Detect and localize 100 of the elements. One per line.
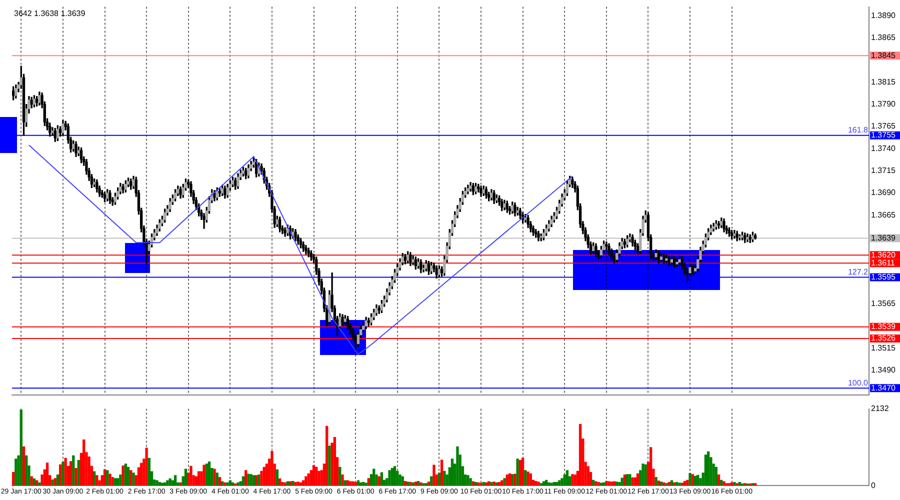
bar bbox=[706, 451, 710, 486]
bar bbox=[252, 475, 256, 486]
bar bbox=[352, 481, 354, 486]
bar bbox=[751, 483, 754, 486]
bar bbox=[72, 455, 75, 486]
bar bbox=[571, 474, 574, 486]
bar bbox=[401, 476, 404, 486]
bar bbox=[605, 480, 608, 486]
bar bbox=[537, 482, 540, 486]
bar bbox=[292, 480, 294, 486]
bar bbox=[691, 474, 694, 486]
bar bbox=[404, 480, 407, 486]
bar bbox=[524, 470, 527, 486]
bar bbox=[529, 473, 532, 486]
ref-line-label: 1.3620 bbox=[871, 250, 896, 260]
y-tick-label: 1.3565 bbox=[871, 299, 896, 308]
bar bbox=[438, 472, 441, 486]
bar bbox=[704, 454, 708, 486]
bar bbox=[354, 482, 357, 486]
bar bbox=[174, 475, 177, 486]
bar bbox=[32, 478, 36, 486]
bar bbox=[318, 470, 320, 486]
ref-line-label: 1.3539 bbox=[871, 322, 896, 332]
bar bbox=[738, 482, 741, 486]
bar bbox=[657, 480, 660, 486]
bar bbox=[608, 481, 610, 486]
y-tick-label: 1.3790 bbox=[871, 100, 896, 109]
bar bbox=[558, 480, 561, 486]
bar bbox=[422, 483, 425, 486]
bar bbox=[132, 472, 135, 486]
bar bbox=[122, 465, 124, 486]
bar bbox=[69, 461, 72, 486]
bar bbox=[258, 474, 260, 486]
bar bbox=[12, 472, 15, 486]
y-tick-label: 1.3815 bbox=[871, 77, 896, 86]
bar bbox=[665, 483, 668, 486]
bar bbox=[106, 470, 109, 486]
bar bbox=[412, 482, 414, 486]
bar bbox=[620, 478, 624, 486]
bar bbox=[262, 466, 266, 486]
bar bbox=[82, 440, 86, 486]
bar bbox=[480, 482, 482, 486]
y-tick-label: 2132 bbox=[871, 404, 890, 414]
bar bbox=[390, 468, 394, 486]
bar bbox=[179, 482, 182, 486]
bar bbox=[216, 472, 218, 486]
bar bbox=[456, 446, 459, 486]
bar bbox=[736, 483, 738, 486]
bar bbox=[54, 478, 56, 486]
bar bbox=[388, 470, 391, 486]
bar bbox=[406, 482, 410, 486]
bar bbox=[680, 482, 684, 486]
bar bbox=[140, 462, 143, 486]
annotation: 3642 1.3638 1.3639 bbox=[14, 9, 86, 18]
bar bbox=[294, 482, 297, 486]
bar bbox=[555, 482, 558, 486]
bar bbox=[278, 478, 282, 486]
bar bbox=[46, 462, 49, 486]
bar bbox=[333, 437, 336, 486]
bar bbox=[616, 482, 618, 486]
bar bbox=[683, 480, 686, 486]
bar bbox=[166, 480, 169, 486]
annotation: 100.0 bbox=[848, 378, 869, 388]
bar bbox=[304, 476, 308, 486]
bar bbox=[450, 458, 454, 486]
bar bbox=[302, 480, 305, 486]
bar bbox=[148, 458, 151, 486]
bar bbox=[610, 482, 613, 486]
bar bbox=[226, 482, 229, 486]
bar bbox=[642, 464, 644, 486]
bar bbox=[197, 471, 200, 486]
bar bbox=[236, 482, 240, 486]
bar bbox=[341, 474, 344, 486]
y-tick-label: 1.3665 bbox=[871, 210, 896, 220]
bar bbox=[114, 478, 117, 486]
bar bbox=[270, 451, 274, 486]
bar bbox=[260, 470, 263, 486]
bar bbox=[670, 480, 674, 486]
ref-line-label: 1.3639 bbox=[871, 233, 896, 242]
bar bbox=[443, 470, 446, 486]
bar bbox=[744, 483, 746, 486]
bar bbox=[398, 474, 402, 486]
bar bbox=[380, 472, 384, 486]
bar bbox=[108, 474, 112, 486]
bar bbox=[466, 475, 470, 486]
bar bbox=[552, 482, 556, 486]
bar bbox=[725, 483, 728, 486]
y-tick-label: 1.3865 bbox=[871, 33, 896, 42]
ref-line-label: 1.3470 bbox=[871, 383, 896, 392]
bar bbox=[137, 467, 140, 486]
bar bbox=[623, 474, 626, 486]
bar bbox=[430, 476, 433, 486]
bar bbox=[676, 482, 678, 486]
bar bbox=[393, 466, 396, 486]
bar bbox=[728, 483, 731, 486]
bar bbox=[367, 478, 370, 486]
bar bbox=[660, 482, 663, 486]
bar bbox=[650, 447, 652, 486]
bar bbox=[228, 480, 232, 486]
bar bbox=[119, 474, 122, 486]
